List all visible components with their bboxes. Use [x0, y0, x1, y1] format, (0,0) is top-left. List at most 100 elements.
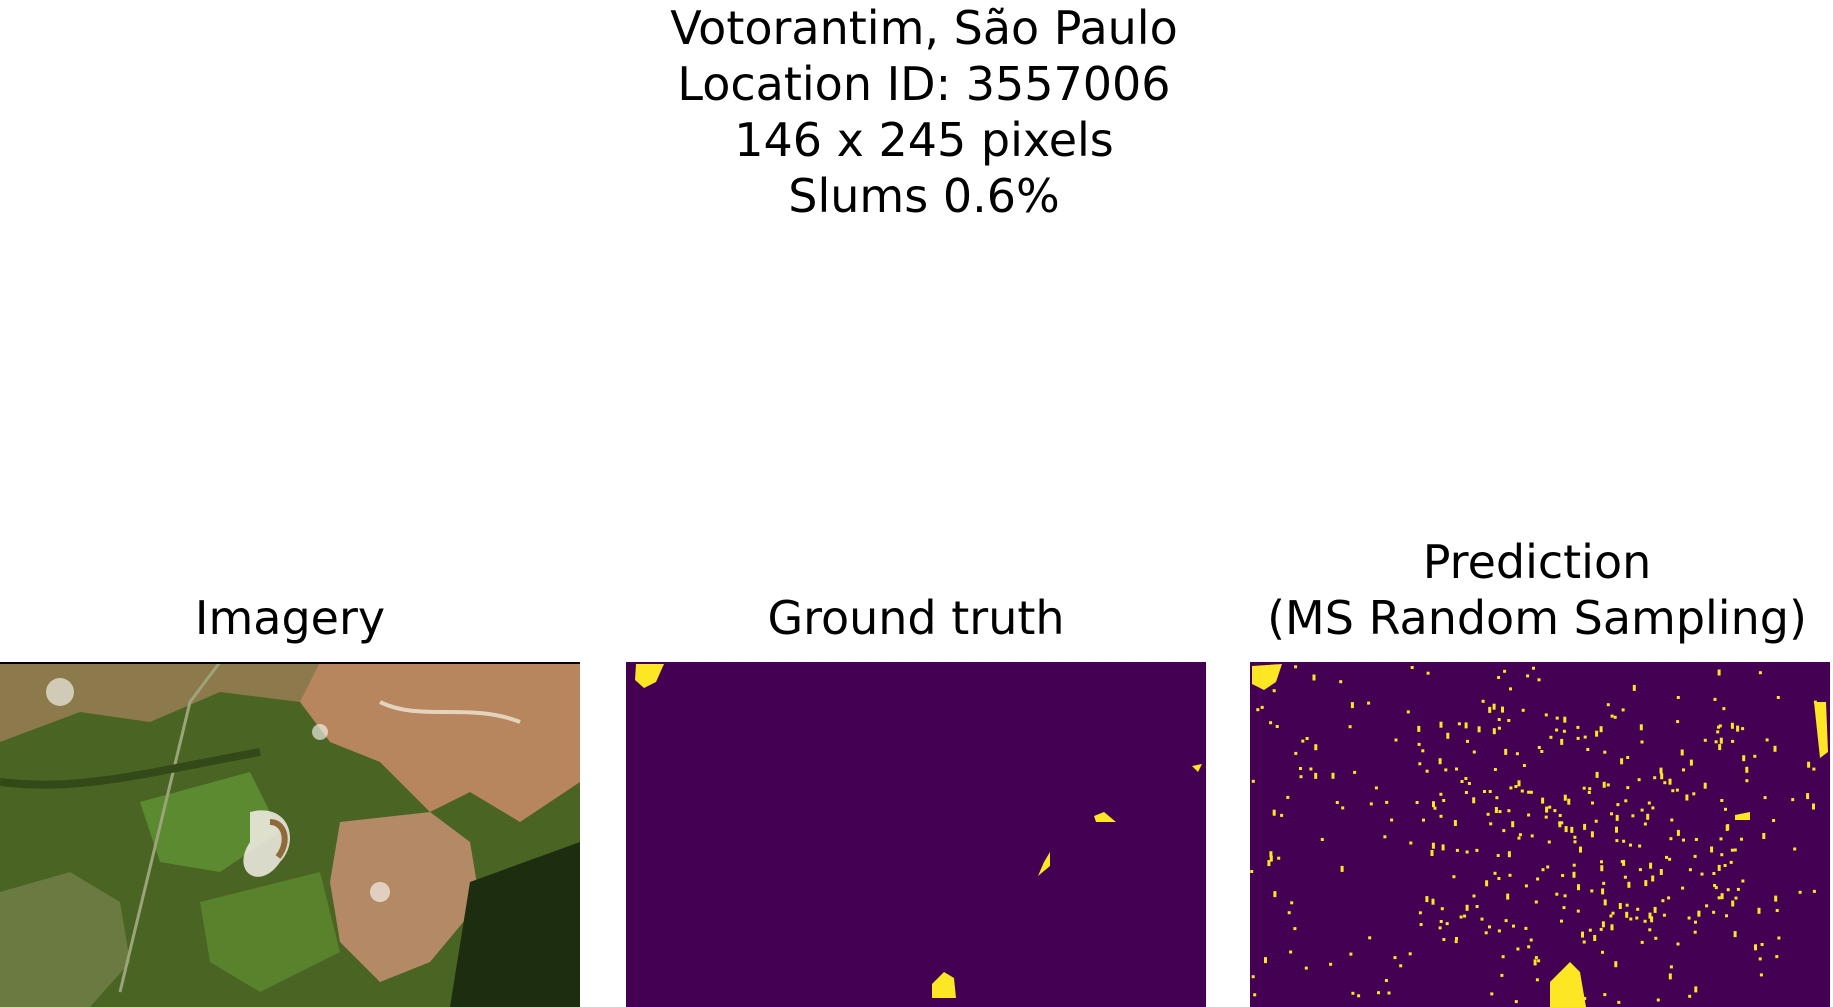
predicted-slum-pixel	[1367, 701, 1371, 705]
slum-region	[635, 664, 664, 688]
predicted-slum-pixel	[1693, 854, 1697, 858]
predicted-slum-pixel	[1820, 748, 1824, 755]
predicted-slum-pixel	[1659, 767, 1663, 774]
predicted-slum-pixel	[1663, 781, 1667, 785]
predicted-slum-pixel	[1741, 727, 1745, 731]
predicted-slum-pixel	[1694, 838, 1698, 841]
predicted-slum-pixel	[1289, 950, 1293, 954]
predicted-slum-pixel	[1685, 794, 1689, 801]
predicted-slum-cluster	[1814, 702, 1828, 758]
predicted-slum-pixel	[1511, 821, 1515, 828]
predicted-slum-pixel	[1579, 846, 1582, 853]
predicted-slum-pixel	[1573, 840, 1577, 844]
predicted-slum-pixel	[1286, 795, 1290, 799]
predicted-slum-pixel	[1676, 829, 1680, 836]
predicted-slum-pixel	[1484, 931, 1488, 935]
figure-title-line-slum-percent: Slums 0.6%	[788, 169, 1060, 223]
predicted-slum-pixel	[1624, 799, 1628, 803]
predicted-slum-pixel	[1431, 898, 1435, 905]
predicted-slum-pixel	[1560, 919, 1563, 923]
predicted-slum-pixel	[1774, 895, 1778, 902]
predicted-slum-pixel	[1351, 991, 1355, 995]
predicted-slum-pixel	[1260, 705, 1264, 709]
predicted-slum-pixel	[1675, 788, 1679, 792]
predicted-slum-pixel	[1807, 761, 1811, 768]
predicted-slum-pixel	[1472, 797, 1476, 804]
predicted-slum-pixel	[1488, 790, 1492, 793]
predicted-slum-pixel	[1590, 889, 1594, 893]
predicted-slum-pixel	[1694, 986, 1698, 993]
predicted-slum-pixel	[1631, 814, 1635, 818]
prediction-title-line-1: Prediction	[1422, 535, 1652, 589]
predicted-slum-pixel	[1720, 853, 1724, 857]
predicted-slum-pixel	[1734, 896, 1738, 900]
predicted-slum-pixel	[1527, 813, 1531, 817]
predicted-slum-pixel	[1713, 884, 1717, 887]
predicted-slum-pixel	[1320, 838, 1324, 841]
predicted-slum-pixel	[1576, 725, 1580, 729]
predicted-slum-pixel	[1387, 991, 1391, 995]
predicted-slum-pixel	[1485, 880, 1489, 887]
predicted-slum-pixel	[1492, 728, 1496, 735]
predicted-slum-pixel	[1583, 823, 1587, 830]
predicted-slum-pixel	[1558, 814, 1562, 817]
predicted-slum-pixel	[1406, 710, 1410, 714]
predicted-slum-pixel	[1506, 893, 1510, 900]
predicted-slum-pixel	[1595, 730, 1599, 737]
predicted-slum-pixel	[1546, 865, 1550, 869]
predicted-slum-pixel	[1651, 875, 1655, 882]
predicted-slum-pixel	[1481, 699, 1485, 703]
predicted-slum-pixel	[1357, 994, 1361, 998]
predicted-slum-pixel	[1648, 912, 1652, 919]
predicted-slum-pixel	[1480, 917, 1484, 921]
predicted-slum-pixel	[1541, 868, 1545, 872]
predicted-slum-pixel	[1535, 978, 1539, 982]
prediction-mask	[1250, 662, 1830, 1007]
predicted-slum-pixel	[1758, 671, 1762, 675]
predicted-slum-pixel	[1472, 894, 1476, 898]
predicted-slum-pixel	[1312, 674, 1316, 681]
predicted-slum-pixel	[1626, 756, 1630, 759]
slum-region	[932, 972, 956, 998]
predicted-slum-pixel	[1422, 818, 1425, 822]
predicted-slum-pixel	[1724, 807, 1727, 811]
predicted-slum-pixel	[1527, 790, 1531, 794]
predicted-slum-pixel	[1567, 798, 1571, 805]
predicted-slum-pixel	[1813, 700, 1817, 704]
predicted-slum-pixel	[1534, 956, 1538, 960]
predicted-slum-pixel	[1572, 871, 1576, 878]
predicted-slum-pixel	[1615, 839, 1619, 843]
predicted-slum-pixel	[1339, 680, 1343, 684]
predicted-slum-pixel	[1290, 901, 1294, 905]
predicted-slum-pixel	[1253, 676, 1257, 680]
predicted-slum-pixel	[1703, 738, 1707, 742]
predicted-slum-pixel	[1457, 722, 1461, 726]
predicted-slum-pixel	[1638, 844, 1642, 848]
predicted-slum-pixel	[1717, 896, 1721, 900]
predicted-slum-pixel	[1464, 722, 1468, 729]
predicted-slum-pixel	[1793, 847, 1797, 851]
predicted-slum-pixel	[1426, 671, 1430, 675]
predicted-slum-pixel	[1654, 936, 1658, 940]
predicted-slum-pixel	[1617, 1000, 1621, 1004]
predicted-slum-pixel	[1544, 713, 1548, 717]
predicted-slum-pixel	[1418, 762, 1422, 766]
predicted-slum-pixel	[1442, 799, 1446, 802]
predicted-slum-pixel	[1610, 924, 1614, 931]
predicted-slum-pixel	[1390, 818, 1394, 822]
predicted-slum-pixel	[1667, 896, 1671, 900]
predicted-slum-pixel	[1421, 749, 1425, 753]
predicted-slum-pixel	[1725, 824, 1729, 831]
predicted-slum-pixel	[1526, 674, 1530, 678]
predicted-slum-pixel	[1492, 703, 1496, 710]
predicted-slum-pixel	[1616, 803, 1620, 807]
figure-title-line-city: Votorantim, São Paulo	[670, 1, 1178, 55]
ground-truth-mask	[626, 662, 1206, 1007]
predicted-slum-pixel	[1687, 916, 1691, 920]
predicted-slum-pixel	[1733, 931, 1737, 938]
predicted-slum-pixel	[1595, 771, 1599, 778]
predicted-slum-pixel	[1650, 916, 1654, 923]
predicted-slum-pixel	[1718, 724, 1722, 728]
predicted-slum-pixel	[1555, 728, 1559, 732]
predicted-slum-pixel	[1459, 915, 1463, 919]
